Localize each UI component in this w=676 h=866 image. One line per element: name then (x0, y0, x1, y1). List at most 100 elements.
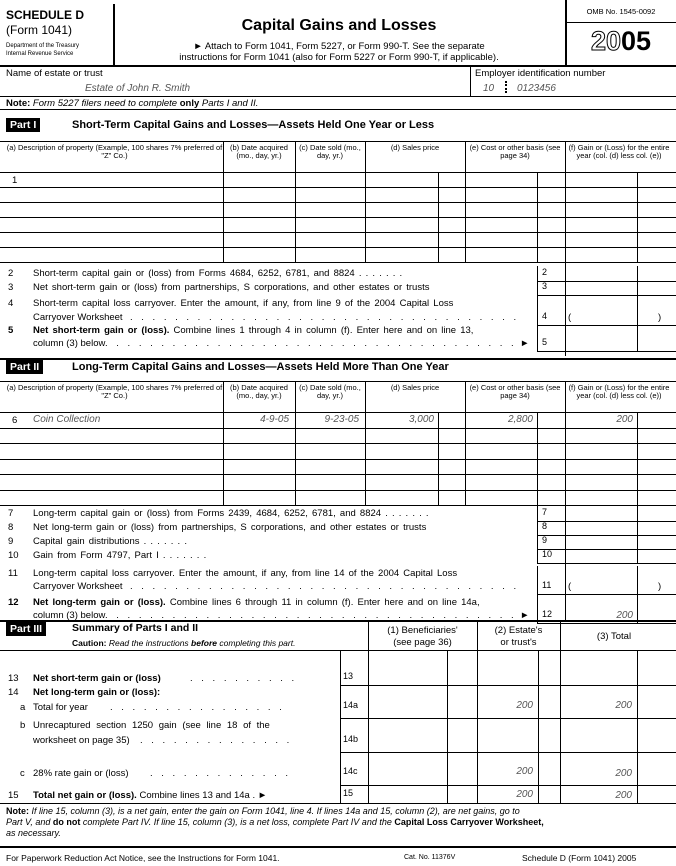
part1-line-text: Net short-term gain or (loss) from partn… (33, 282, 430, 293)
year-outline: 20 (590, 26, 621, 57)
part1-line-number: 5 (8, 325, 14, 336)
part1-line-text: Net short-term gain or (loss). Combine l… (33, 325, 474, 336)
part1-line-text2: Carryover Worksheet (33, 312, 123, 323)
row6-sold[interactable]: 9-23-05 (324, 414, 359, 425)
line14c-col3[interactable]: 200 (615, 768, 632, 779)
col3-header: (3) Total (596, 631, 632, 642)
note-bottom: Note: If line 15, column (3), is a net g… (6, 806, 544, 838)
schedule-name: SCHEDULE D (6, 8, 85, 22)
paren-open: ( (568, 581, 572, 592)
line14a-letter: a (20, 702, 26, 713)
arrow-right-icon: ► (520, 338, 530, 349)
part3-label: Part III (6, 622, 47, 636)
line14b-letter: b (20, 720, 26, 731)
part2-row-line (0, 489, 676, 491)
part2-box-11: 11 (542, 580, 552, 590)
part1-row-line (0, 262, 676, 263)
part1-row-line (0, 247, 676, 248)
paperwork-notice: For Paperwork Reduction Act Notice, see … (6, 853, 280, 863)
line15-col2[interactable]: 200 (516, 789, 533, 800)
part3-caution: Caution: Read the instructions before co… (72, 638, 296, 648)
attach-line1: ► Attach to Form 1041, Form 5227, or For… (193, 41, 485, 52)
arrow-right-icon: ► (520, 610, 530, 621)
col2-header-sub: or trust's (500, 637, 537, 648)
line14a-col3[interactable]: 200 (615, 700, 632, 711)
part1-col-header-f: (f) Gain or (Loss) for the entire year (… (568, 143, 670, 160)
part1-col-header-c: (c) Date sold (mo., day, yr.) (299, 143, 361, 160)
line14b-box: 14b (343, 734, 359, 744)
part2-row-line (0, 458, 676, 460)
year-bold: 05 (621, 26, 652, 56)
col1-header-sub: (see page 36) (393, 637, 452, 648)
part1-line-number: 2 (8, 268, 14, 279)
col1-header: (1) Beneficiaries' (387, 625, 458, 636)
dot-leader: . . . . . . . . . . (190, 673, 298, 684)
paren-open: ( (568, 312, 572, 323)
line13-number: 13 (8, 673, 19, 684)
dot-leader: . . . . . . . . . . . . . . . . . . . . … (105, 610, 517, 621)
part2-line-text: Net long-term gain or (loss). Combine li… (33, 597, 480, 608)
line14c-letter: c (20, 768, 25, 779)
line14b-text2: worksheet on page 35) (33, 735, 130, 746)
part2-line-text2: Carryover Worksheet (33, 581, 123, 592)
part2-line-number: 9 (8, 536, 14, 547)
part1-line-number: 3 (8, 282, 14, 293)
part1-row-line (0, 202, 676, 203)
part1-box-2: 2 (542, 267, 548, 277)
part2-line-number: 7 (8, 508, 14, 519)
part1-box-4: 4 (542, 311, 548, 321)
line14b-text: Unrecaptured section 1250 gain (see line… (33, 720, 270, 731)
ein-prefix-field[interactable]: 10 (483, 83, 495, 94)
part1-line-text: Short-term capital gain or (loss) from F… (33, 268, 403, 279)
ein-suffix-field[interactable]: 0123456 (517, 83, 556, 94)
line14c-col2[interactable]: 200 (516, 766, 533, 777)
row6-cost[interactable]: 2,800 (507, 414, 533, 425)
tax-year: 2005 (568, 26, 674, 57)
part2-col-header-e: (e) Cost or other basis (see page 34) (469, 383, 561, 400)
dept-line1: Department of the Treasury (6, 43, 80, 49)
line14a-col2[interactable]: 200 (516, 700, 533, 711)
line15-text: Total net gain or (loss). Combine lines … (33, 790, 268, 801)
line15-col3[interactable]: 200 (615, 790, 632, 801)
part2-line-number: 8 (8, 522, 14, 533)
ein-divider (505, 81, 507, 93)
part2-col-header-a: (a) Description of property (Example, 10… (6, 383, 223, 400)
row6-number: 6 (12, 415, 18, 426)
dot-leader: . . . . . . . . . . . . . . (140, 735, 293, 746)
part2-col-header-f: (f) Gain or (Loss) for the entire year (… (568, 383, 670, 400)
part1-line-text2: column (3) below (33, 338, 106, 349)
dot-leader: . . . . . . . . . . . . . . . . . . . . … (130, 312, 520, 323)
name-label: Name of estate or trust (6, 68, 103, 79)
line15-number: 15 (8, 790, 19, 801)
line13-box: 13 (343, 671, 354, 681)
dot-leader: . . . . . . . . . . . . . (150, 768, 291, 779)
part2-row-line (0, 505, 676, 506)
part2-line-text: Net long-term gain or (loss) from partne… (33, 522, 427, 533)
part2-line-12-value[interactable]: 200 (616, 610, 633, 621)
row6-sales-price[interactable]: 3,000 (408, 414, 434, 425)
part2-row-line (0, 427, 676, 429)
part2-box-10: 10 (542, 549, 553, 559)
part2-col-header-d: (d) Sales price (390, 383, 440, 392)
part1-row-line (0, 187, 676, 188)
row6-gain[interactable]: 200 (616, 414, 633, 425)
part2-box-7: 7 (542, 507, 548, 517)
row6-description[interactable]: Coin Collection (33, 414, 101, 425)
dot-leader: . . . . . . . . . . . . . . . . . . . . … (105, 338, 517, 349)
col2-header: (2) Estate's (494, 625, 543, 636)
name-field[interactable]: Estate of John R. Smith (85, 83, 191, 94)
omb-number: OMB No. 1545-0092 (586, 7, 656, 16)
line14c-text: 28% rate gain or (loss) (33, 768, 129, 779)
part1-line-number: 4 (8, 298, 14, 309)
part2-box-12: 12 (542, 609, 553, 619)
paren-close: ) (658, 581, 662, 592)
row1-number: 1 (12, 175, 18, 186)
part1-col-header-e: (e) Cost or other basis (see page 34) (469, 143, 561, 160)
part2-col-header-c: (c) Date sold (mo., day, yr.) (299, 383, 361, 400)
part1-box-3: 3 (542, 281, 548, 291)
row6-acquired[interactable]: 4-9-05 (260, 414, 289, 425)
part2-label: Part II (6, 360, 44, 374)
part3-title: Summary of Parts I and II (72, 622, 199, 634)
part2-row-line (0, 474, 676, 475)
